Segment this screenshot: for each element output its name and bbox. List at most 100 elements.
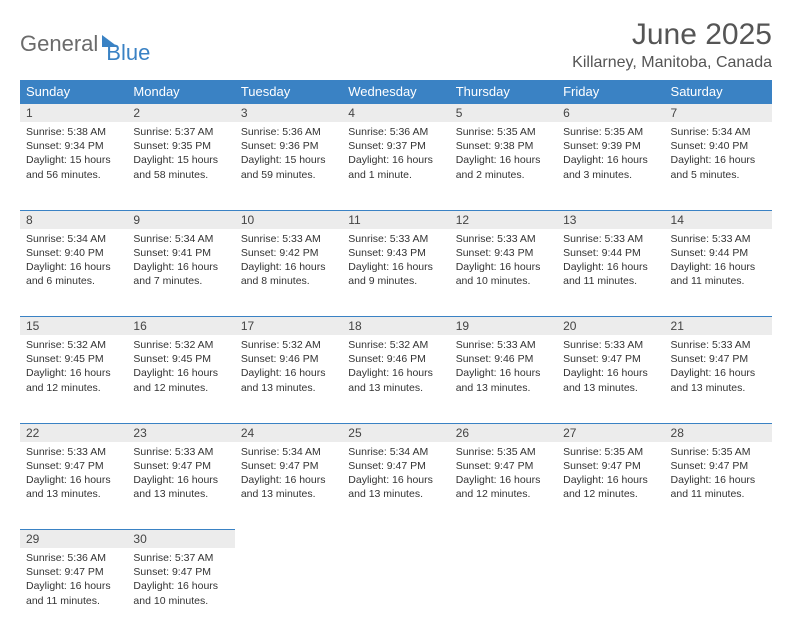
- sunrise-line: Sunrise: 5:34 AM: [133, 232, 228, 246]
- day-number: 4: [342, 104, 449, 122]
- weekday-header: Friday: [557, 80, 664, 104]
- day-number: 19: [450, 317, 557, 335]
- sunset-line: Sunset: 9:45 PM: [26, 352, 121, 366]
- day-number: 11: [342, 211, 449, 229]
- day-number-cell: 21: [665, 317, 772, 336]
- sunset-line: Sunset: 9:47 PM: [563, 459, 658, 473]
- day-body-cell: Sunrise: 5:37 AMSunset: 9:47 PMDaylight:…: [127, 548, 234, 636]
- daylight-line: Daylight: 16 hours and 13 minutes.: [348, 366, 443, 394]
- day-details: Sunrise: 5:36 AMSunset: 9:37 PMDaylight:…: [342, 122, 449, 188]
- sunrise-line: Sunrise: 5:33 AM: [241, 232, 336, 246]
- day-body-cell: Sunrise: 5:33 AMSunset: 9:43 PMDaylight:…: [450, 229, 557, 317]
- sunset-line: Sunset: 9:39 PM: [563, 139, 658, 153]
- sunrise-line: Sunrise: 5:32 AM: [133, 338, 228, 352]
- day-number: 30: [127, 530, 234, 548]
- day-number-cell: 1: [20, 104, 127, 123]
- day-details: Sunrise: 5:37 AMSunset: 9:47 PMDaylight:…: [127, 548, 234, 614]
- sunrise-line: Sunrise: 5:34 AM: [26, 232, 121, 246]
- weekday-header: Thursday: [450, 80, 557, 104]
- day-number-cell: 16: [127, 317, 234, 336]
- day-body-cell: [342, 548, 449, 636]
- daylight-line: Daylight: 16 hours and 13 minutes.: [456, 366, 551, 394]
- day-body-cell: Sunrise: 5:34 AMSunset: 9:40 PMDaylight:…: [20, 229, 127, 317]
- day-body-cell: [557, 548, 664, 636]
- day-number: 15: [20, 317, 127, 335]
- day-body-cell: Sunrise: 5:33 AMSunset: 9:47 PMDaylight:…: [20, 442, 127, 530]
- day-body-row: Sunrise: 5:33 AMSunset: 9:47 PMDaylight:…: [20, 442, 772, 530]
- day-body-cell: Sunrise: 5:32 AMSunset: 9:46 PMDaylight:…: [235, 335, 342, 423]
- day-details: Sunrise: 5:34 AMSunset: 9:47 PMDaylight:…: [235, 442, 342, 508]
- day-number-cell: 8: [20, 210, 127, 229]
- day-number-cell: [450, 530, 557, 549]
- sunrise-line: Sunrise: 5:36 AM: [348, 125, 443, 139]
- day-details: Sunrise: 5:35 AMSunset: 9:47 PMDaylight:…: [557, 442, 664, 508]
- day-number-cell: 22: [20, 423, 127, 442]
- sunrise-line: Sunrise: 5:32 AM: [241, 338, 336, 352]
- day-number-cell: 3: [235, 104, 342, 123]
- day-number-cell: 29: [20, 530, 127, 549]
- sunrise-line: Sunrise: 5:36 AM: [26, 551, 121, 565]
- day-number: 7: [665, 104, 772, 122]
- day-body-cell: Sunrise: 5:34 AMSunset: 9:47 PMDaylight:…: [235, 442, 342, 530]
- day-number: 14: [665, 211, 772, 229]
- sunrise-line: Sunrise: 5:33 AM: [348, 232, 443, 246]
- day-details: Sunrise: 5:32 AMSunset: 9:45 PMDaylight:…: [20, 335, 127, 401]
- sunset-line: Sunset: 9:44 PM: [563, 246, 658, 260]
- day-details: Sunrise: 5:34 AMSunset: 9:47 PMDaylight:…: [342, 442, 449, 508]
- sunrise-line: Sunrise: 5:35 AM: [563, 445, 658, 459]
- day-details: Sunrise: 5:34 AMSunset: 9:41 PMDaylight:…: [127, 229, 234, 295]
- day-number: 9: [127, 211, 234, 229]
- day-body-cell: Sunrise: 5:35 AMSunset: 9:39 PMDaylight:…: [557, 122, 664, 210]
- day-number: 5: [450, 104, 557, 122]
- day-number-cell: [342, 530, 449, 549]
- sunset-line: Sunset: 9:43 PM: [456, 246, 551, 260]
- day-body-cell: Sunrise: 5:36 AMSunset: 9:36 PMDaylight:…: [235, 122, 342, 210]
- day-number: 23: [127, 424, 234, 442]
- day-number-cell: 11: [342, 210, 449, 229]
- sunset-line: Sunset: 9:38 PM: [456, 139, 551, 153]
- day-details: Sunrise: 5:36 AMSunset: 9:47 PMDaylight:…: [20, 548, 127, 614]
- day-details: Sunrise: 5:33 AMSunset: 9:47 PMDaylight:…: [20, 442, 127, 508]
- day-number-cell: 28: [665, 423, 772, 442]
- sunset-line: Sunset: 9:44 PM: [671, 246, 766, 260]
- day-number-cell: 15: [20, 317, 127, 336]
- sunset-line: Sunset: 9:42 PM: [241, 246, 336, 260]
- day-body-cell: Sunrise: 5:35 AMSunset: 9:47 PMDaylight:…: [450, 442, 557, 530]
- daylight-line: Daylight: 16 hours and 12 minutes.: [26, 366, 121, 394]
- sunrise-line: Sunrise: 5:33 AM: [563, 338, 658, 352]
- day-body-cell: Sunrise: 5:33 AMSunset: 9:42 PMDaylight:…: [235, 229, 342, 317]
- sunset-line: Sunset: 9:36 PM: [241, 139, 336, 153]
- daylight-line: Daylight: 16 hours and 10 minutes.: [133, 579, 228, 607]
- daylight-line: Daylight: 16 hours and 12 minutes.: [563, 473, 658, 501]
- weekday-header: Saturday: [665, 80, 772, 104]
- day-number: 2: [127, 104, 234, 122]
- day-details: Sunrise: 5:37 AMSunset: 9:35 PMDaylight:…: [127, 122, 234, 188]
- sunset-line: Sunset: 9:47 PM: [26, 459, 121, 473]
- day-body-cell: Sunrise: 5:33 AMSunset: 9:43 PMDaylight:…: [342, 229, 449, 317]
- daylight-line: Daylight: 16 hours and 5 minutes.: [671, 153, 766, 181]
- title-block: June 2025 Killarney, Manitoba, Canada: [572, 18, 772, 72]
- daylight-line: Daylight: 16 hours and 13 minutes.: [563, 366, 658, 394]
- sunset-line: Sunset: 9:35 PM: [133, 139, 228, 153]
- sunset-line: Sunset: 9:47 PM: [133, 565, 228, 579]
- day-details: Sunrise: 5:32 AMSunset: 9:46 PMDaylight:…: [235, 335, 342, 401]
- day-body-row: Sunrise: 5:34 AMSunset: 9:40 PMDaylight:…: [20, 229, 772, 317]
- day-number-cell: 13: [557, 210, 664, 229]
- daylight-line: Daylight: 16 hours and 7 minutes.: [133, 260, 228, 288]
- day-body-cell: Sunrise: 5:36 AMSunset: 9:37 PMDaylight:…: [342, 122, 449, 210]
- day-body-row: Sunrise: 5:38 AMSunset: 9:34 PMDaylight:…: [20, 122, 772, 210]
- sunrise-line: Sunrise: 5:33 AM: [456, 232, 551, 246]
- day-body-cell: Sunrise: 5:33 AMSunset: 9:44 PMDaylight:…: [665, 229, 772, 317]
- sunset-line: Sunset: 9:46 PM: [241, 352, 336, 366]
- day-number-row: 891011121314: [20, 210, 772, 229]
- day-details: Sunrise: 5:32 AMSunset: 9:45 PMDaylight:…: [127, 335, 234, 401]
- day-details: Sunrise: 5:33 AMSunset: 9:47 PMDaylight:…: [557, 335, 664, 401]
- day-number: 12: [450, 211, 557, 229]
- logo: General Blue: [20, 18, 150, 66]
- day-number-cell: [557, 530, 664, 549]
- day-body-cell: Sunrise: 5:35 AMSunset: 9:47 PMDaylight:…: [665, 442, 772, 530]
- day-number: 27: [557, 424, 664, 442]
- sunset-line: Sunset: 9:46 PM: [348, 352, 443, 366]
- sunrise-line: Sunrise: 5:32 AM: [26, 338, 121, 352]
- day-number: 17: [235, 317, 342, 335]
